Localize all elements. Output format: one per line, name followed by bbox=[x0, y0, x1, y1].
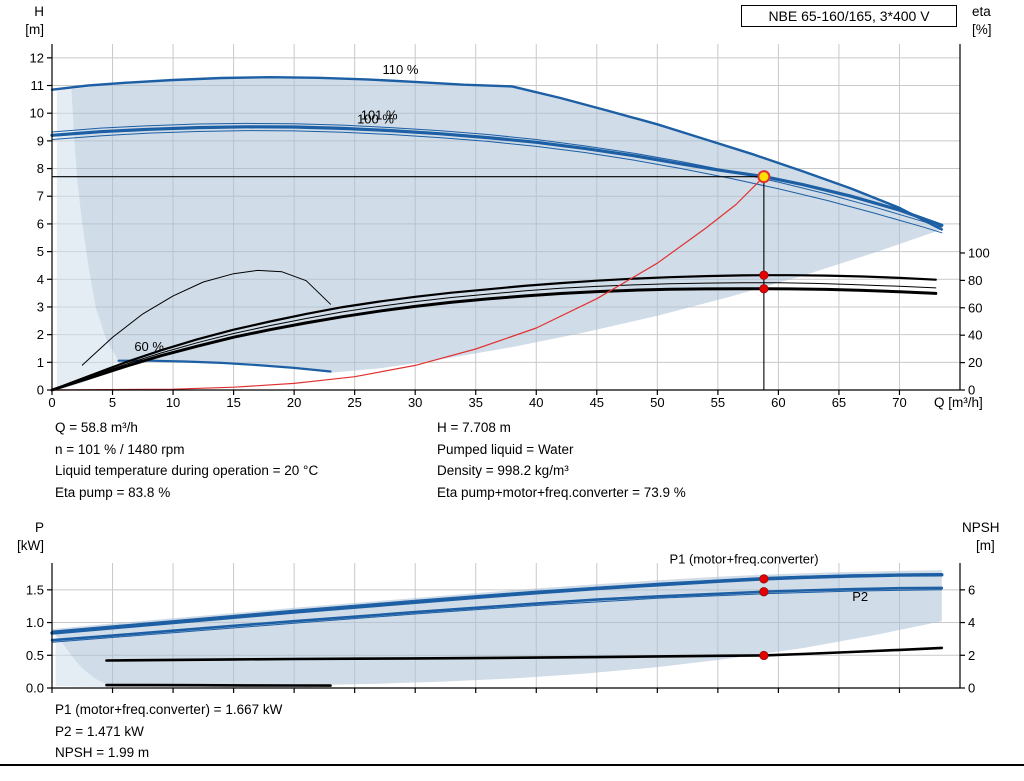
x-tick-label: 50 bbox=[650, 395, 664, 410]
readout-flow: Q = 58.8 m³/h bbox=[55, 420, 138, 435]
duty-readout-left: Q = 58.8 m³/h n = 101 % / 1480 rpm Liqui… bbox=[55, 417, 318, 503]
h-axis-unit: [m] bbox=[25, 22, 44, 37]
y-left-tick-label: 3 bbox=[37, 299, 44, 314]
y-left-tick-label: 0.0 bbox=[26, 681, 44, 696]
p-min-speed-line bbox=[105, 683, 332, 687]
y-left-tick-label: 12 bbox=[30, 50, 44, 65]
npsh-curve-line bbox=[105, 646, 944, 662]
y-right-tick-label: 4 bbox=[968, 615, 975, 630]
y-right-tick-label: 40 bbox=[968, 328, 982, 343]
y-left-tick-label: 6 bbox=[37, 216, 44, 231]
x-tick-label: 65 bbox=[832, 395, 846, 410]
eta-pump-motor-freq-line bbox=[50, 287, 938, 392]
x-tick-label: 45 bbox=[590, 395, 604, 410]
y-left-tick-label: 5 bbox=[37, 244, 44, 259]
y-right-tick-label: 20 bbox=[968, 355, 982, 370]
h-axis-letter: H bbox=[34, 4, 44, 19]
eta-reduced-speed-arc-line bbox=[81, 269, 331, 366]
pump-model-title: NBE 65-160/165, 3*400 V bbox=[741, 5, 957, 27]
readout-eta-total: Eta pump+motor+freq.converter = 73.9 % bbox=[437, 484, 686, 500]
readout-head: H = 7.708 m bbox=[437, 420, 511, 435]
y-left-tick-label: 9 bbox=[37, 133, 44, 148]
x-tick-label: 35 bbox=[468, 395, 482, 410]
y-right-tick-label: 0 bbox=[968, 383, 975, 398]
npsh-dot bbox=[759, 650, 769, 661]
y-right-tick-label: 0 bbox=[968, 681, 975, 696]
p1-dot bbox=[759, 574, 769, 584]
readout-eta-pump: Eta pump = 83.8 % bbox=[55, 484, 171, 500]
y-left-tick-label: 2 bbox=[37, 327, 44, 342]
x-tick-label: 70 bbox=[892, 395, 906, 410]
x-tick-label: 40 bbox=[529, 395, 543, 410]
eta-thin-line bbox=[51, 282, 937, 391]
p2-curve-line bbox=[50, 586, 944, 642]
label-p1: P1 (motor+freq.converter) bbox=[669, 552, 818, 567]
label-100pct: 100 % bbox=[357, 112, 394, 127]
y-right-tick-label: 80 bbox=[968, 273, 982, 288]
system-curve-line bbox=[51, 176, 765, 391]
y-left-tick-label: 8 bbox=[37, 161, 44, 176]
y-left-tick-label: 0.5 bbox=[26, 648, 44, 663]
curve-upper-thin-line bbox=[51, 122, 943, 228]
eta-axis-unit: [%] bbox=[972, 22, 992, 37]
x-tick-label: 60 bbox=[771, 395, 785, 410]
y-left-tick-label: 7 bbox=[37, 189, 44, 204]
x-tick-label: 20 bbox=[287, 395, 301, 410]
q-axis-label: Q [m³/h] bbox=[934, 395, 983, 410]
speed-envelope bbox=[71, 77, 942, 373]
power-readout-block: P1 (motor+freq.converter) = 1.667 kW P2 … bbox=[55, 699, 282, 764]
x-tick-label: 0 bbox=[48, 395, 55, 410]
operating-point-marker[interactable] bbox=[757, 170, 771, 184]
eta-axis-letter: eta bbox=[972, 4, 991, 19]
power-left-shade bbox=[55, 629, 313, 688]
label-p2: P2 bbox=[852, 589, 868, 604]
y-right-tick-label: 2 bbox=[968, 648, 975, 663]
p-axis-unit: [kW] bbox=[17, 538, 44, 553]
y-left-tick-label: 0 bbox=[37, 383, 44, 398]
x-tick-label: 55 bbox=[711, 395, 725, 410]
readout-p1: P1 (motor+freq.converter) = 1.667 kW bbox=[55, 702, 283, 717]
npsh-axis-unit: [m] bbox=[976, 538, 995, 553]
label-101pct: 101 % bbox=[361, 107, 398, 122]
npsh-axis-letter: NPSH bbox=[962, 520, 1000, 535]
eta-total-dot bbox=[759, 284, 769, 294]
y-left-tick-label: 4 bbox=[37, 272, 44, 287]
readout-p2: P2 = 1.471 kW bbox=[55, 723, 144, 739]
y-left-tick-label: 10 bbox=[30, 106, 44, 121]
x-tick-label: 15 bbox=[226, 395, 240, 410]
y-left-tick-label: 11 bbox=[31, 78, 45, 93]
readout-temperature: Liquid temperature during operation = 20… bbox=[55, 463, 319, 479]
label-60pct: 60 % bbox=[134, 339, 164, 354]
left-margin-shade bbox=[56, 89, 119, 389]
eta-pump-dot bbox=[759, 270, 769, 280]
y-left-tick-label: 1.0 bbox=[26, 615, 44, 630]
p2-dot bbox=[759, 587, 769, 597]
footer-divider bbox=[0, 764, 1024, 766]
curve-101pct-line bbox=[50, 125, 944, 227]
eta-pump-line bbox=[50, 274, 937, 392]
curve-110pct-line bbox=[50, 76, 943, 231]
x-tick-label: 30 bbox=[408, 395, 422, 410]
x-tick-label: 25 bbox=[347, 395, 361, 410]
y-left-tick-label: 1 bbox=[37, 355, 44, 370]
y-right-tick-label: 6 bbox=[968, 582, 975, 597]
duty-readout-right: H = 7.708 m Pumped liquid = Water Densit… bbox=[437, 417, 686, 503]
p1-curve-line bbox=[50, 573, 944, 635]
curve-100pct-line bbox=[51, 130, 943, 234]
x-tick-label: 5 bbox=[109, 395, 116, 410]
p2-thin-line bbox=[51, 589, 943, 643]
readout-speed: n = 101 % / 1480 rpm bbox=[55, 441, 185, 457]
readout-npsh: NPSH = 1.99 m bbox=[55, 745, 150, 761]
label-110pct: 110 % bbox=[383, 62, 419, 77]
y-right-tick-label: 60 bbox=[968, 300, 982, 315]
y-right-tick-label: 100 bbox=[968, 245, 990, 260]
readout-density: Density = 998.2 kg/m³ bbox=[437, 463, 569, 479]
readout-liquid: Pumped liquid = Water bbox=[437, 441, 574, 457]
y-left-tick-label: 1.5 bbox=[26, 582, 44, 597]
x-tick-label: 10 bbox=[166, 395, 180, 410]
p-axis-letter: P bbox=[34, 520, 44, 535]
power-envelope bbox=[52, 570, 942, 686]
